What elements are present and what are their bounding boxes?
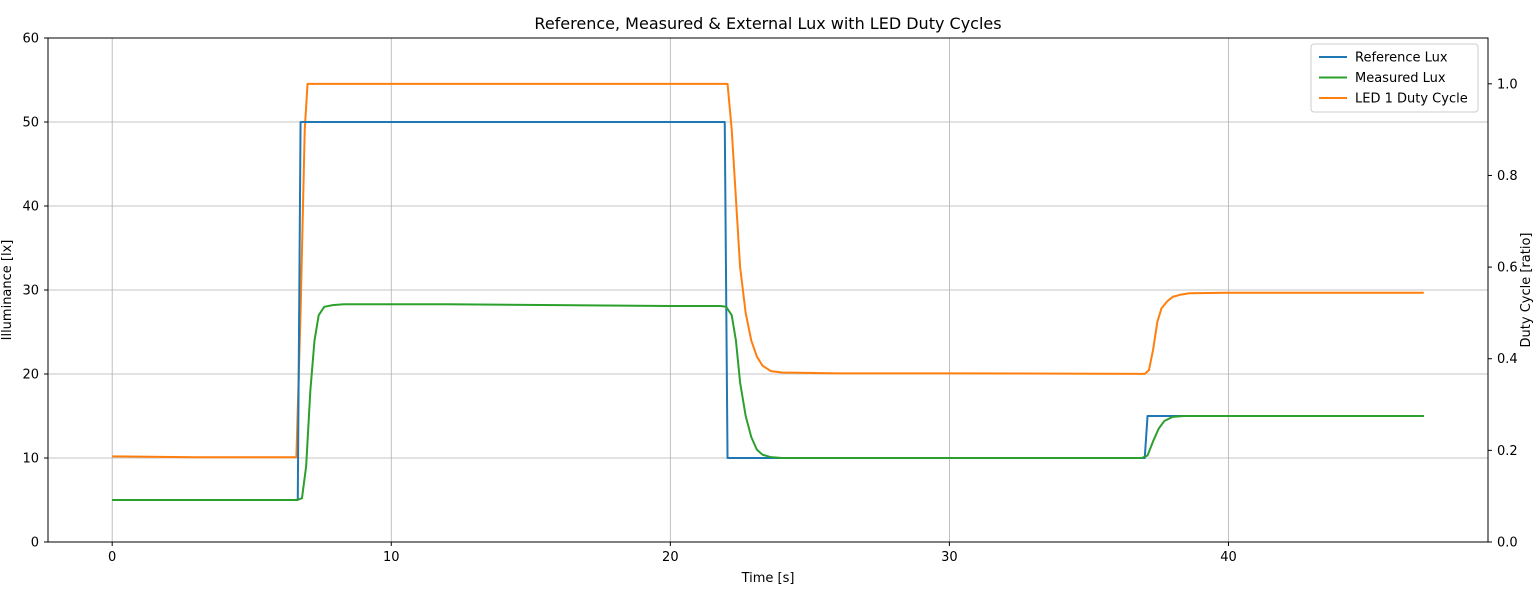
y-tick-label: 0 xyxy=(31,536,39,551)
legend-box xyxy=(1310,43,1479,113)
y-tick-label: 50 xyxy=(22,116,39,131)
x-tick-label: 10 xyxy=(383,550,400,565)
chart-title: Reference, Measured & External Lux with … xyxy=(534,14,1001,33)
series-line-measured-lux xyxy=(112,303,1424,501)
legend-label-measured-lux: Measured Lux xyxy=(1355,71,1446,86)
legend-label-reference-lux: Reference Lux xyxy=(1355,51,1448,66)
series-line-led-1-duty-cycle xyxy=(112,82,1424,459)
y2-tick-label: 1.0 xyxy=(1497,77,1518,92)
x-tick-label: 20 xyxy=(662,550,679,565)
x-axis-label: Time [s] xyxy=(741,571,795,586)
legend: Reference Lux Measured Lux LED 1 Duty Cycl… xyxy=(1310,43,1479,113)
y2-tick-label: 0.4 xyxy=(1497,352,1518,367)
y-axis-left: 0 10 20 30 40 50 60 xyxy=(22,32,48,551)
y-tick-label: 30 xyxy=(22,284,39,299)
y-tick-label: 60 xyxy=(22,32,39,47)
series-lines xyxy=(112,82,1424,501)
x-tick-label: 30 xyxy=(941,550,958,565)
y-tick-label: 40 xyxy=(22,200,39,215)
x-axis: 0 10 20 30 40 xyxy=(108,542,1237,565)
y2-tick-label: 0.0 xyxy=(1497,536,1518,551)
y-tick-label: 10 xyxy=(22,452,39,467)
y2-axis-label: Duty Cycle [ratio] xyxy=(1519,233,1534,348)
y2-tick-label: 0.2 xyxy=(1497,444,1518,459)
y-axis-right: 0.0 0.2 0.4 0.6 0.8 1.0 xyxy=(1488,77,1518,551)
y2-tick-label: 0.8 xyxy=(1497,169,1518,184)
y-axis-label: Illuminance [lx] xyxy=(0,240,15,341)
x-tick-label: 0 xyxy=(108,550,116,565)
y2-tick-label: 0.6 xyxy=(1497,261,1518,276)
series-line-reference-lux xyxy=(112,121,1424,501)
legend-label-led-1-duty-cycle: LED 1 Duty Cycle xyxy=(1355,92,1468,107)
y-tick-label: 20 xyxy=(22,368,39,383)
x-tick-label: 40 xyxy=(1220,550,1237,565)
